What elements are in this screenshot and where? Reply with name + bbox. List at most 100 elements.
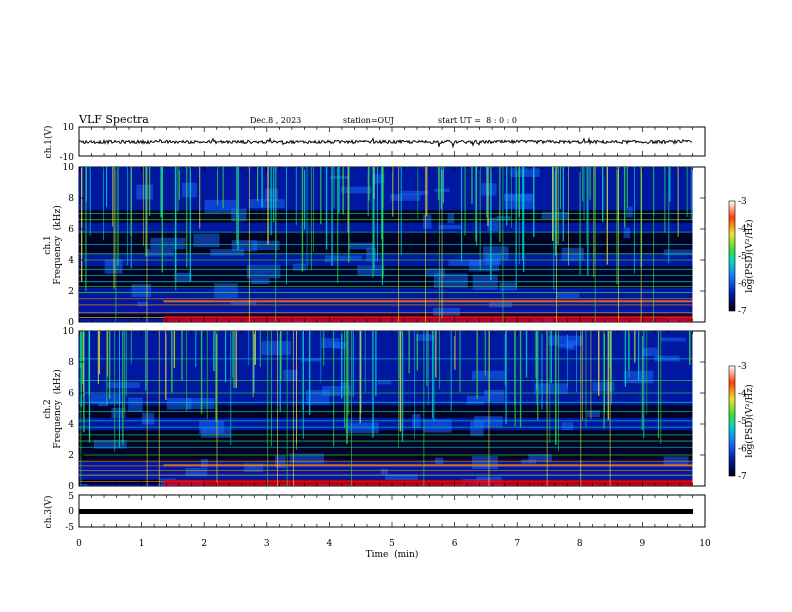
colorbar-tick-label: -6 xyxy=(738,445,747,455)
noise-patch xyxy=(556,292,580,299)
ch3-ytick-top: 5 xyxy=(68,492,74,502)
noise-patch xyxy=(93,439,127,449)
x-tick-label: 7 xyxy=(514,539,520,549)
noise-patch xyxy=(193,233,220,248)
y-tick-label: 6 xyxy=(68,225,74,235)
noise-patch xyxy=(251,240,280,251)
colorbar-tick-label: -4 xyxy=(738,390,747,400)
noise-patch xyxy=(324,255,332,263)
low-frequency-band xyxy=(163,479,693,486)
noise-patch xyxy=(372,174,385,184)
noise-patch xyxy=(166,398,192,410)
figure-title: VLF Spectra xyxy=(78,113,149,126)
noise-patch xyxy=(341,382,350,389)
ch2-spectrogram-yticks: 0 2 4 6 8 10 xyxy=(63,327,705,492)
noise-patch xyxy=(90,394,121,405)
noise-patch xyxy=(548,335,584,346)
noise-patch xyxy=(385,474,418,481)
no-data-region xyxy=(692,331,693,486)
y-tick-label: 8 xyxy=(68,194,74,204)
colorbar-tick-label: -7 xyxy=(738,307,747,317)
ch2-spectrogram xyxy=(79,331,693,486)
noise-patch xyxy=(275,455,286,468)
noise-patch xyxy=(433,307,460,316)
noise-patch xyxy=(348,242,375,250)
noise-patch xyxy=(435,457,444,464)
x-tick-label: 6 xyxy=(452,539,458,549)
y-tick-label: 4 xyxy=(68,256,74,266)
noise-patch xyxy=(481,183,497,196)
dark-band xyxy=(79,210,693,223)
noise-patch xyxy=(345,422,379,434)
x-tick-labels: 0 1 2 3 4 5 6 7 8 9 10 xyxy=(76,539,711,549)
noise-patch xyxy=(377,380,392,385)
noise-patch xyxy=(150,237,186,250)
x-tick-label: 3 xyxy=(264,539,270,549)
low-frequency-band xyxy=(163,300,693,303)
ch2-colorbar-gradient xyxy=(728,365,736,477)
ch3-waveform-ylabel: ch.3(V) xyxy=(43,496,54,529)
noise-patch xyxy=(466,395,485,405)
y-tick-label: 10 xyxy=(63,163,75,173)
noise-patch xyxy=(246,264,281,279)
noise-patch xyxy=(558,344,573,349)
x-tick-label: 10 xyxy=(699,539,711,549)
y-tick-label: 2 xyxy=(68,287,74,297)
noise-patch xyxy=(214,283,238,299)
noise-patch xyxy=(357,265,385,276)
noise-patch xyxy=(496,216,511,221)
ch1-spectrogram xyxy=(79,167,693,322)
ch2-colorbar: -3 -4 -5 -6 -7 log(PSD)(V²/Hz) xyxy=(728,362,755,482)
ch1-ytick-top: 10 xyxy=(63,123,75,133)
noise-patch xyxy=(468,260,500,272)
noise-patch xyxy=(204,199,237,214)
noise-patch xyxy=(528,454,553,462)
colorbar-tick-label: -4 xyxy=(738,225,747,235)
noise-patch xyxy=(186,398,215,410)
no-data-region xyxy=(692,167,693,322)
y-tick-label: 10 xyxy=(63,327,75,337)
noise-patch xyxy=(330,255,362,261)
noise-patch xyxy=(487,217,499,232)
noise-patch xyxy=(136,184,153,200)
ch1-waveform-ylabel: ch.1(V) xyxy=(43,126,54,159)
colorbar-tick-label: -5 xyxy=(738,417,747,427)
ch3-ytick-mid: 0 xyxy=(68,507,74,517)
noise-patch xyxy=(561,422,574,431)
colorbar-tick-label: -7 xyxy=(738,472,747,482)
noise-patch xyxy=(441,484,465,486)
noise-patch xyxy=(474,416,503,428)
noise-patch xyxy=(472,370,505,380)
x-tick-label: 1 xyxy=(139,539,145,549)
noise-patch xyxy=(321,338,340,348)
noise-patch xyxy=(623,227,631,239)
noise-patch xyxy=(98,403,109,407)
x-tick-label: 2 xyxy=(201,539,207,549)
x-tick-label: 4 xyxy=(327,539,333,549)
ch1-waveform-trace xyxy=(78,136,693,149)
noise-patch xyxy=(300,358,321,362)
noise-patch xyxy=(485,253,502,265)
ch3-waveform-trace xyxy=(79,509,693,514)
x-tick-label: 5 xyxy=(389,539,395,549)
header-date: Dec.8 , 2023 xyxy=(250,116,301,125)
noise-patch xyxy=(472,274,498,290)
x-axis-label: Time (min) xyxy=(366,549,419,560)
colorbar-tick-label: -6 xyxy=(738,280,747,290)
x-tick-label: 9 xyxy=(640,539,646,549)
colorbar-tick-label: -3 xyxy=(738,197,747,207)
noise-patch xyxy=(448,259,482,266)
x-tick-label: 0 xyxy=(76,539,82,549)
noise-patch xyxy=(111,407,126,419)
header-station: station=OUJ xyxy=(343,116,394,125)
dark-band xyxy=(79,430,693,462)
header-start-time: start UT = 8 : 0 : 0 xyxy=(438,116,517,125)
ch2-colorbar-ticks: -3 -4 -5 -6 -7 xyxy=(738,362,747,482)
noise-patch xyxy=(289,453,324,464)
x-tick-label: 8 xyxy=(577,539,583,549)
y-tick-label: 0 xyxy=(68,318,74,328)
noise-patch xyxy=(534,383,569,394)
noise-patch xyxy=(174,272,192,282)
ch2-spectrogram-ylabel-frequency: Frequency (kHz) xyxy=(52,369,63,448)
